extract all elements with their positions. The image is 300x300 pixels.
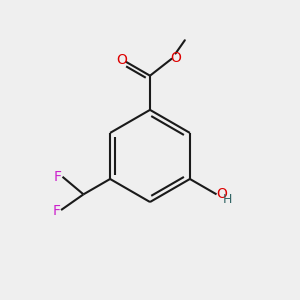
Text: H: H xyxy=(223,193,232,206)
Text: O: O xyxy=(216,187,227,201)
Text: F: F xyxy=(52,204,61,218)
Text: F: F xyxy=(54,170,62,184)
Text: O: O xyxy=(170,50,181,64)
Text: O: O xyxy=(117,53,128,67)
